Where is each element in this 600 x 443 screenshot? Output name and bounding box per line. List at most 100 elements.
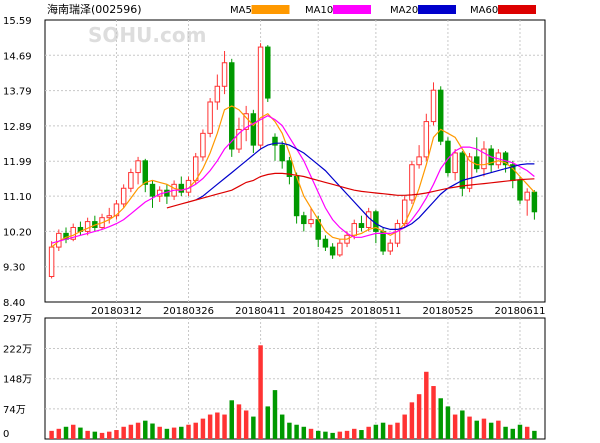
volume-bar [488,422,494,439]
candle-body [380,230,386,252]
date-tick-label: 20180411 [235,306,286,317]
candle [430,82,437,126]
volume-bar [503,426,508,439]
volume-bar [272,390,278,439]
volume-bar [474,420,479,439]
volume-bar [445,406,451,439]
price-tick-label: 10.20 [3,227,32,238]
volume-bar [510,428,516,439]
volume-bar [467,416,472,439]
candle-body [358,223,365,228]
candle-body [286,160,293,177]
candle-body [466,156,473,189]
candle-body [257,46,264,146]
candle [337,239,343,257]
volume-bar [171,427,177,439]
legend-label: MA20 [390,5,418,16]
volume-tick-label: 297万 [3,314,32,325]
volume-bar [56,428,62,439]
volume-bar [452,414,458,439]
price-tick-label: 13.79 [3,87,32,98]
volume-bar [186,424,191,439]
candle-body [48,246,55,278]
candle-body [308,219,314,225]
candle-body [452,152,458,174]
volume-bar [438,398,443,439]
candle [149,180,156,208]
volume-bar [222,414,227,439]
volume-bar [70,424,76,439]
volume-bar [344,430,350,439]
volume-bar [49,430,54,439]
volume-bar [460,410,465,439]
volume-bar [164,428,170,439]
legend-label: MA5 [230,5,252,16]
candle [92,215,98,232]
candle [416,145,422,169]
candle [200,129,206,161]
volume-bar [532,430,537,439]
candle-body [524,191,530,201]
volume-bar [128,424,134,439]
candle [409,160,415,204]
candle-body [301,215,307,225]
volume-bar [279,414,285,439]
candle-body [84,221,91,232]
candle [257,43,264,150]
volume-bar [85,430,90,439]
volume-bar [337,431,343,439]
candle [243,105,249,142]
legend-label: MA60 [470,5,498,16]
legend-swatch [251,5,290,14]
candle [394,219,401,248]
candle-body [517,179,523,201]
candle [474,137,480,173]
candle-body [409,164,415,201]
candle [524,188,530,216]
volume-tick-label: 0 [3,429,9,440]
volume-tick-label: 74万 [3,405,26,416]
date-tick-label: 20180312 [91,306,142,317]
volume-bar [380,422,386,439]
candle [128,168,134,193]
candle [531,190,538,220]
date-tick-label: 20180525 [422,306,473,317]
candle [517,176,523,204]
volume-bar [330,432,335,439]
volume-bar [258,345,263,439]
candle [214,74,221,110]
candle [63,227,69,244]
candle-body [236,128,242,150]
candle-body [394,223,401,244]
candle [265,45,271,102]
volume-bar [135,422,141,439]
candle-body [322,238,329,248]
candle [221,50,228,95]
candle-body [221,62,228,87]
ma10-line [51,115,535,244]
price-axis: 15.59 14.69 13.79 12.89 11.99 11.10 10.20 9.30 8… [3,16,32,309]
candle-body [265,46,271,99]
volume-axis: 297万 222万 148万 74万 0 [3,314,32,440]
candle-body [437,89,444,142]
candle-body [329,246,336,256]
volume-bar [114,430,119,439]
candle-body [250,113,257,146]
volume-bar [409,402,415,439]
candle [459,150,466,197]
ma20-line [195,142,535,230]
candle [322,235,329,252]
candle [70,223,76,242]
candle-body [430,89,437,123]
legend-swatch [333,5,371,14]
volume-bar [308,428,314,439]
candle-body [387,242,394,252]
volume-bar [229,400,234,439]
volume-bar [301,426,307,439]
candle [437,86,444,146]
volume-bar [150,423,155,439]
volume-bar [193,422,198,439]
volume-bar [388,424,393,439]
candle-body [272,136,278,146]
volume-bar [402,414,407,439]
